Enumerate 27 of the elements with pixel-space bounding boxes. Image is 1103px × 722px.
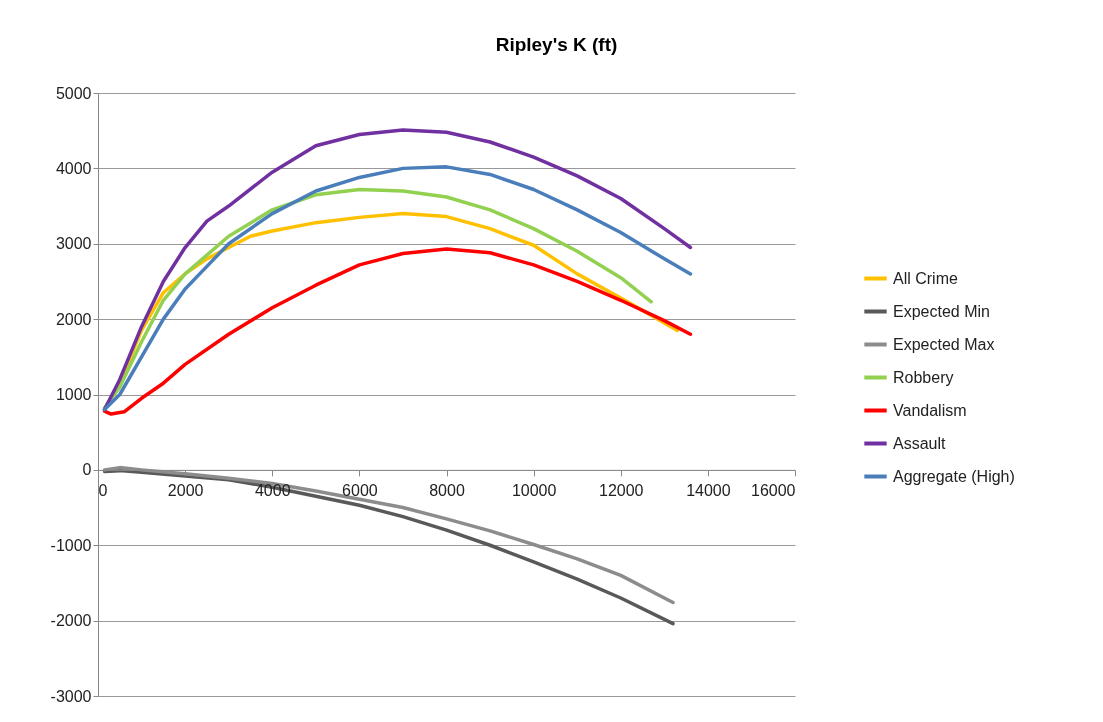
legend-label: Expected Max xyxy=(893,335,995,353)
chart-title: Ripley's K (ft) xyxy=(495,34,618,55)
line-series xyxy=(102,247,693,416)
y-tick-label: 1000 xyxy=(55,386,92,403)
legend-label: Assault xyxy=(893,434,947,452)
legend-label: Robbery xyxy=(893,368,954,386)
y-tick-label: 3000 xyxy=(55,235,92,253)
x-tick-label: 12000 xyxy=(599,482,644,500)
y-tick-label: -3000 xyxy=(50,687,92,705)
x-tick-label: 10000 xyxy=(511,482,557,500)
x-tick-label: 0 xyxy=(98,482,108,500)
legend-label: Aggregate (High) xyxy=(893,467,1015,485)
x-tick-label: 6000 xyxy=(342,482,378,500)
x-tick-label: 2000 xyxy=(167,482,204,500)
y-tick-label: 0 xyxy=(82,461,92,479)
x-tick-label: 16000 xyxy=(751,482,796,500)
y-tick-label: 2000 xyxy=(55,310,92,328)
line-series xyxy=(102,187,653,410)
legend-label: Expected Min xyxy=(893,302,990,320)
y-tick-label: -2000 xyxy=(50,612,92,630)
y-tick-label: 5000 xyxy=(55,84,92,102)
legend-label: Vandalism xyxy=(893,401,967,419)
x-tick-label: 14000 xyxy=(686,482,731,500)
y-tick-label: -1000 xyxy=(50,536,92,554)
legend-label: All Crime xyxy=(893,269,958,287)
y-tick-label: 4000 xyxy=(55,159,92,177)
x-tick-label: 8000 xyxy=(429,482,465,500)
